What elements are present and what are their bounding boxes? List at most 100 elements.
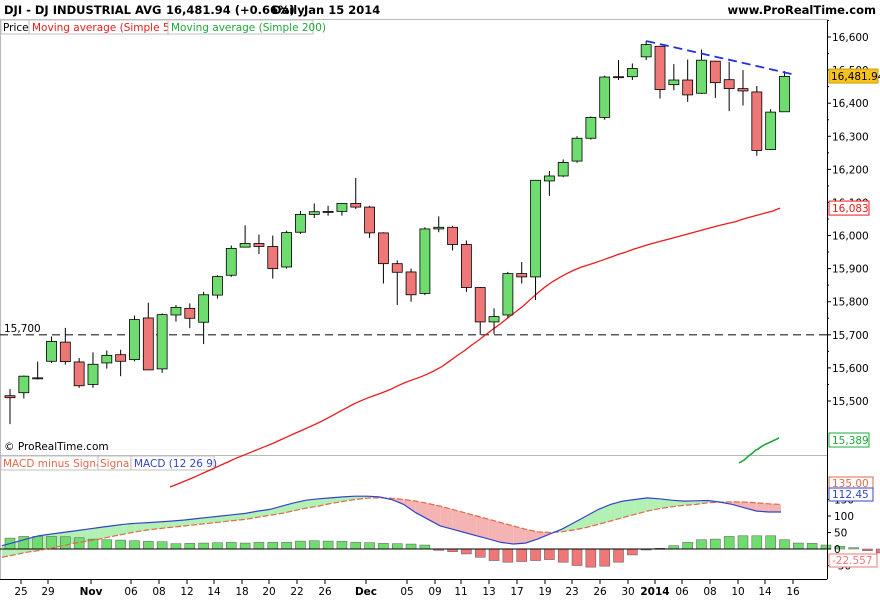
macd-bear-fill bbox=[488, 519, 501, 543]
macd-histogram-bar bbox=[391, 543, 403, 550]
candle bbox=[709, 60, 721, 98]
macd-histogram-bar bbox=[156, 541, 168, 550]
candle bbox=[654, 45, 666, 99]
price-legend: Price Moving average (Simple 50) Moving … bbox=[0, 19, 326, 35]
macd-bull-fill bbox=[135, 522, 149, 532]
macd-bear-fill bbox=[501, 522, 514, 544]
period-label: Daily bbox=[272, 3, 305, 17]
candle bbox=[18, 375, 30, 399]
macd-histogram-bar bbox=[765, 535, 776, 550]
resistance-trendline bbox=[645, 40, 793, 75]
candle bbox=[129, 315, 140, 362]
ma50-last-value: 16,083 bbox=[832, 203, 869, 215]
candle bbox=[543, 171, 555, 196]
macd-histogram-bar bbox=[419, 544, 431, 550]
macd-histogram-bar bbox=[530, 548, 541, 561]
candle-body-up bbox=[530, 179, 541, 278]
candle bbox=[225, 245, 237, 277]
macd-y-tick-label: 50 bbox=[834, 528, 847, 540]
macd-bull-fill bbox=[574, 516, 587, 530]
candle-body-up bbox=[433, 226, 445, 230]
candle bbox=[779, 71, 790, 113]
macd-bear-fill bbox=[476, 516, 489, 540]
candle bbox=[502, 271, 514, 319]
macd-histogram-bar bbox=[696, 539, 707, 550]
candle bbox=[668, 64, 680, 91]
candle-body-up bbox=[419, 228, 431, 294]
macd-histogram-bar bbox=[599, 548, 610, 567]
candle-body-up bbox=[281, 232, 293, 268]
macd-bull-fill bbox=[221, 514, 234, 522]
price-y-tick-label: 16,400 bbox=[832, 98, 869, 110]
candle bbox=[364, 205, 375, 238]
x-tick-label: 14 bbox=[758, 586, 772, 598]
signal-last-value: 135.00 bbox=[832, 478, 869, 490]
candle-body-up bbox=[336, 203, 348, 212]
candle-body-down bbox=[447, 226, 458, 245]
support-level-label: 15,700 bbox=[4, 323, 41, 335]
candle-body-down bbox=[751, 91, 763, 151]
macd-y-tick-label: 0 bbox=[834, 544, 841, 556]
macd-histogram-bar bbox=[239, 542, 251, 550]
ma200-line bbox=[738, 437, 780, 464]
candle-body-down bbox=[350, 203, 362, 208]
candle bbox=[253, 234, 265, 255]
x-tick-label: 22 bbox=[290, 586, 303, 598]
macd-bear-fill bbox=[440, 506, 453, 530]
macd-pane-frame bbox=[0, 455, 828, 580]
macd-bear-fill bbox=[403, 499, 416, 513]
macd-bull-fill bbox=[294, 500, 307, 511]
candle-body-down bbox=[184, 307, 196, 319]
candle-body-up bbox=[308, 211, 320, 215]
candle-body-up bbox=[557, 162, 569, 177]
macd-bear-fill bbox=[732, 501, 745, 508]
candle bbox=[585, 116, 597, 140]
candle-body-down bbox=[73, 361, 85, 387]
macd-bull-fill bbox=[123, 523, 136, 535]
price-y-tick-label: 15,700 bbox=[832, 330, 869, 342]
candle-body-up bbox=[543, 175, 555, 182]
watermark: © ProRealTime.com bbox=[4, 441, 109, 453]
legend-macd: MACD (12 26 9) bbox=[134, 458, 217, 470]
candle-body-down bbox=[460, 244, 472, 288]
candle bbox=[474, 286, 486, 335]
candle-body-up bbox=[779, 75, 790, 113]
candle bbox=[765, 109, 777, 151]
candle bbox=[322, 205, 334, 216]
macd-bull-fill bbox=[184, 518, 197, 526]
macd-last-tag bbox=[828, 487, 874, 502]
macd-bull-fill bbox=[306, 498, 319, 509]
macd-histogram-bar bbox=[143, 541, 154, 550]
candle-body-up bbox=[212, 276, 223, 296]
candle bbox=[350, 177, 362, 210]
candle bbox=[46, 336, 57, 363]
macd-histogram-bar bbox=[557, 548, 569, 563]
candle-body-up bbox=[239, 243, 251, 248]
macd-histogram-bar bbox=[184, 543, 196, 550]
price-y-tick-label: 16,000 bbox=[832, 231, 869, 243]
macd-histogram-bar bbox=[876, 548, 880, 554]
macd-histogram-bar bbox=[281, 542, 292, 550]
candle-body-up bbox=[571, 137, 583, 162]
macd-bull-fill bbox=[148, 521, 161, 530]
candle-body-up bbox=[502, 273, 514, 316]
candle bbox=[336, 203, 348, 216]
macd-bull-fill bbox=[598, 504, 611, 525]
price-y-tick-label: 16,300 bbox=[832, 131, 869, 143]
histogram-last-tag bbox=[828, 553, 878, 568]
x-tick-label: 06 bbox=[675, 586, 689, 598]
candle-body-down bbox=[59, 341, 71, 363]
macd-bear-fill bbox=[744, 502, 757, 512]
macd-histogram-bar bbox=[364, 542, 375, 550]
histogram-last-value: -22.557 bbox=[832, 555, 873, 567]
macd-histogram-bar bbox=[170, 543, 182, 550]
candle bbox=[73, 357, 85, 388]
candle-body-down bbox=[142, 317, 154, 371]
macd-histogram-bar bbox=[834, 546, 846, 550]
x-tick-label: 08 bbox=[703, 586, 716, 598]
macd-histogram-bar bbox=[682, 542, 693, 550]
x-tick-label: 09 bbox=[428, 586, 441, 598]
candle bbox=[723, 61, 735, 112]
candle-body-up bbox=[129, 319, 140, 361]
